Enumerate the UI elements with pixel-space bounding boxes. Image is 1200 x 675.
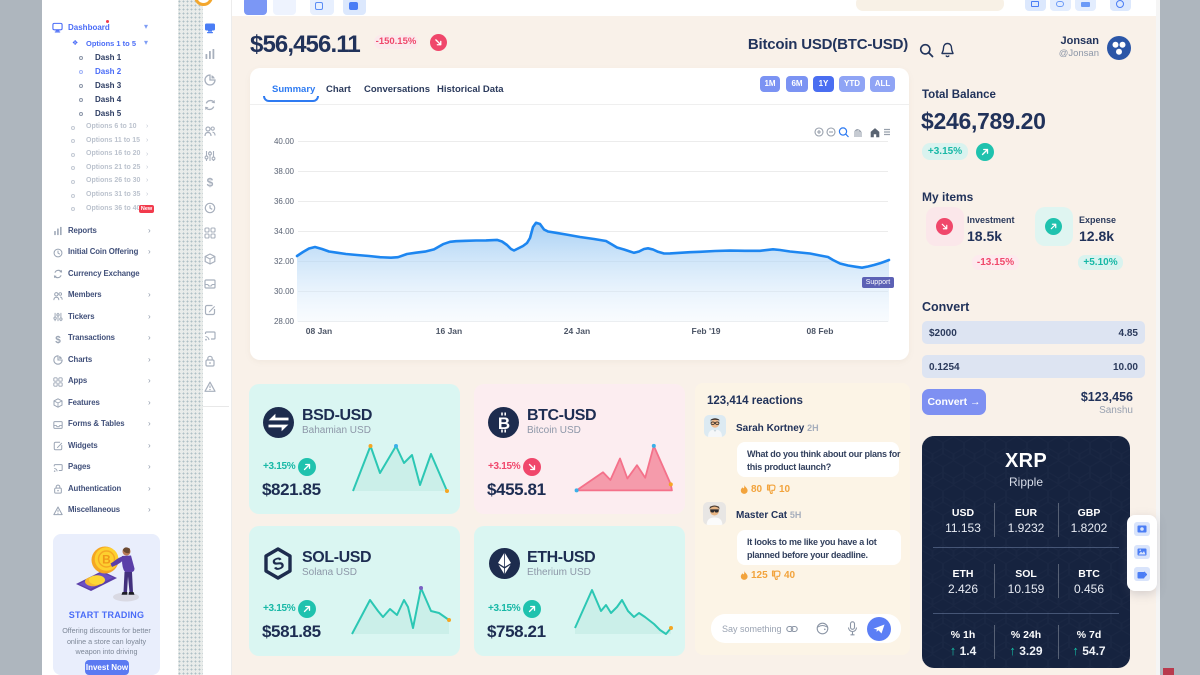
svg-text:B: B <box>102 553 111 567</box>
svg-text:$: $ <box>55 334 61 343</box>
svg-text:$: $ <box>207 176 214 188</box>
svg-text:S: S <box>270 553 287 575</box>
svg-text:B: B <box>498 414 510 433</box>
